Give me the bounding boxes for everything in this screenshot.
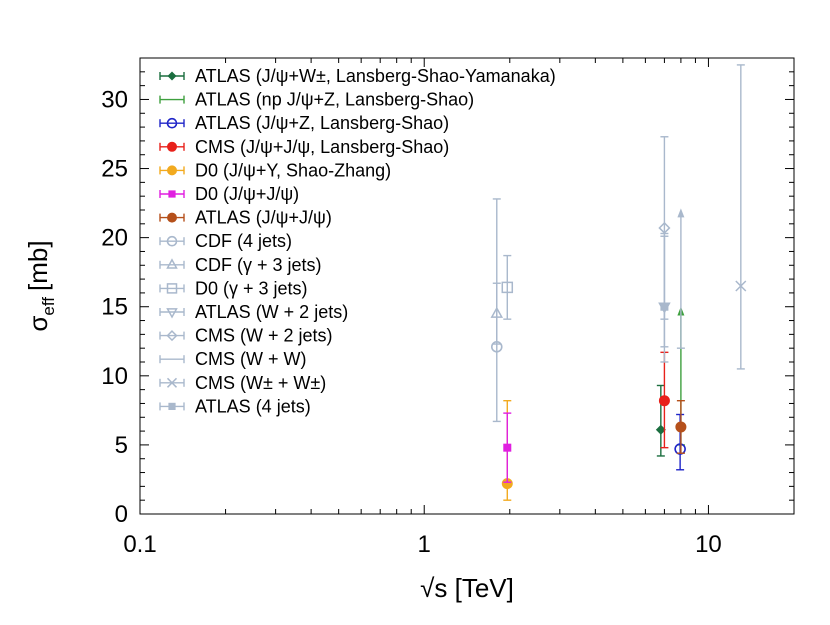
legend-x-marker: [166, 377, 178, 388]
axis-ticks: [139, 57, 795, 515]
legend-item: CMS (W + W): [159, 349, 306, 369]
legend-square-marker: [168, 402, 176, 410]
legend-item: ATLAS (W + 2 jets): [159, 302, 348, 322]
legend-label: CMS (W + 2 jets): [195, 326, 333, 346]
y-tick-label: 25: [101, 156, 128, 183]
legend-circle-marker: [167, 212, 177, 223]
legend-label: ATLAS (J/ψ+W±, Lansberg-Shao-Yamanaka): [195, 66, 556, 86]
limit-arrow-head: [677, 208, 685, 218]
legend-item: ATLAS (J/ψ+W±, Lansberg-Shao-Yamanaka): [159, 66, 556, 86]
plot-frame: [139, 57, 795, 515]
data-point-series-9: [501, 254, 514, 320]
y-tick-label: 10: [101, 363, 128, 390]
axis-tick-labels: 0 5 10 15 20 25 30 0.1 1 10: [101, 86, 721, 558]
y-axis-title-symbol: σ: [23, 316, 53, 332]
data-point-series-5: [503, 412, 512, 483]
legend-label: D0 (J/ψ+Υ, Shao-Zhang): [195, 160, 391, 180]
data-point-x-marker: [735, 280, 747, 292]
data-point-diamond-marker: [655, 424, 666, 435]
legend-label: ATLAS (W + 2 jets): [195, 302, 348, 322]
legend: ATLAS (J/ψ+W±, Lansberg-Shao-Yamanaka) AT…: [159, 66, 556, 416]
legend-label: CMS (J/ψ+J/ψ, Lansberg-Shao): [195, 137, 449, 157]
x-axis-title: √s [TeV]: [420, 573, 514, 603]
legend-item: D0 (γ + 3 jets): [159, 278, 308, 298]
legend-circle-marker: [167, 165, 177, 176]
data-point-circle-marker: [675, 421, 687, 433]
legend-item: ATLAS (4 jets): [159, 396, 311, 416]
legend-item: D0 (J/ψ+Υ, Shao-Zhang): [159, 160, 391, 180]
data-point-series-13: [735, 64, 747, 370]
data-point-series-8: [490, 282, 504, 345]
x-tick-label: 0.1: [123, 531, 156, 558]
legend-triangle-marker: [166, 258, 178, 269]
y-axis-title-unit: [mb]: [23, 240, 53, 291]
legend-item: ATLAS (J/ψ+Z, Lansberg-Shao): [159, 113, 449, 133]
legend-circle-marker: [166, 117, 178, 129]
data-marks: [490, 64, 747, 501]
legend-diamond-marker: [166, 330, 178, 342]
legend-item: D0 (J/ψ+J/ψ): [159, 184, 299, 204]
legend-label: D0 (J/ψ+J/ψ): [195, 184, 299, 204]
data-point-diamond-marker: [658, 221, 671, 235]
y-axis-title-subscript: eff: [39, 297, 58, 316]
legend-label: D0 (γ + 3 jets): [195, 278, 308, 298]
legend-item: CMS (J/ψ+J/ψ, Lansberg-Shao): [159, 137, 449, 157]
data-point-series-3: [658, 351, 670, 449]
legend-item: CMS (W + 2 jets): [159, 326, 333, 346]
data-point-circle-marker: [658, 395, 670, 407]
legend-square-marker: [168, 190, 176, 198]
plot-area: [139, 57, 795, 515]
legend-label: CMS (W + W): [195, 349, 306, 369]
legend-square-marker: [166, 283, 178, 294]
legend-label: ATLAS (J/ψ+Z, Lansberg-Shao): [195, 113, 449, 133]
x-tick-label: 10: [695, 531, 722, 558]
legend-label: ATLAS (J/ψ+J/ψ): [195, 208, 332, 228]
legend-diamond-marker: [167, 71, 177, 81]
legend-label: CMS (W± + W±): [195, 373, 326, 393]
legend-circle-marker: [166, 235, 178, 247]
data-point-square-marker: [660, 302, 669, 311]
data-point-square-marker: [503, 443, 512, 452]
y-tick-label: 15: [101, 294, 128, 321]
legend-label: ATLAS (np J/ψ+Z, Lansberg-Shao): [195, 90, 474, 110]
legend-label: CDF (4 jets): [195, 231, 292, 251]
data-point-series-14: [660, 235, 669, 363]
legend-label: CDF (γ + 3 jets): [195, 255, 322, 275]
legend-item: CDF (4 jets): [159, 231, 292, 251]
y-axis-title: σeff [mb]: [23, 240, 58, 331]
data-point-series-12: [676, 208, 685, 349]
y-tick-label: 5: [115, 432, 128, 459]
data-point-triangle-marker: [490, 306, 504, 318]
data-point-circle-marker: [674, 443, 686, 455]
y-tick-label: 30: [101, 86, 128, 113]
legend-circle-marker: [167, 141, 177, 152]
legend-triangle-marker: [166, 308, 178, 319]
legend-item: CDF (γ + 3 jets): [159, 255, 322, 275]
y-tick-label: 20: [101, 225, 128, 252]
legend-item: ATLAS (np J/ψ+Z, Lansberg-Shao): [159, 90, 474, 110]
data-point-square-marker: [501, 281, 514, 294]
x-tick-label: 1: [418, 531, 431, 558]
legend-label: ATLAS (4 jets): [195, 396, 311, 416]
y-tick-label: 0: [115, 501, 128, 528]
legend-item: ATLAS (J/ψ+J/ψ): [159, 208, 332, 228]
data-point-series-6: [675, 399, 687, 454]
legend-item: CMS (W± + W±): [159, 373, 326, 393]
